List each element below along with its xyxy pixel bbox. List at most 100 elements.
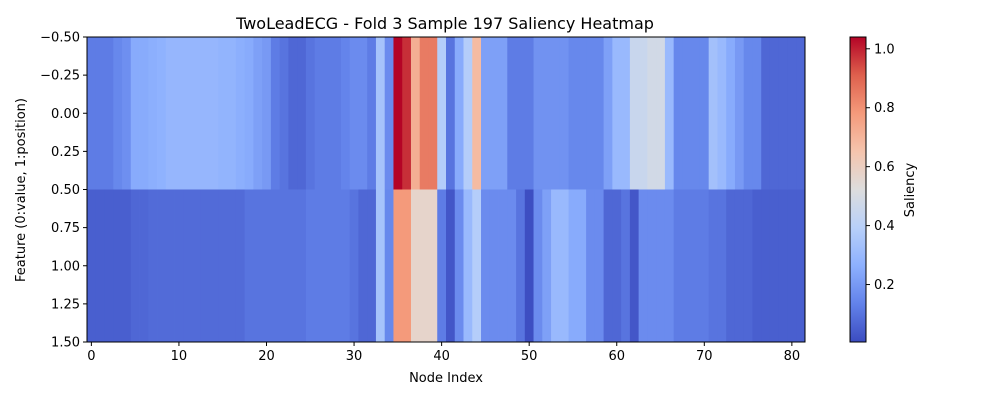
heatmap-cell — [288, 189, 298, 343]
colorbar-tick-label: 0.4 — [874, 219, 895, 234]
x-tick-label: 30 — [346, 349, 363, 364]
heatmap-cell — [139, 37, 149, 190]
heatmap-cell — [393, 37, 403, 190]
heatmap-cell — [323, 37, 333, 190]
y-tick-label: 1.00 — [51, 259, 80, 274]
heatmap-cell — [603, 37, 613, 190]
heatmap-cell — [174, 37, 184, 190]
heatmap-cell — [489, 37, 499, 190]
heatmap-cell — [551, 189, 561, 343]
heatmap-cell — [314, 189, 324, 343]
heatmap-cell — [656, 189, 666, 343]
heatmap-cell — [542, 37, 552, 190]
y-tick-label: −0.50 — [40, 31, 80, 46]
heatmap-cell — [568, 37, 578, 190]
x-tick-label: 70 — [696, 349, 713, 364]
heatmap-cell — [218, 189, 228, 343]
heatmap-cell — [122, 37, 132, 190]
heatmap-cell — [612, 189, 622, 343]
heatmap-cell — [752, 37, 762, 190]
x-tick-label: 40 — [433, 349, 450, 364]
heatmap-cell — [235, 37, 246, 190]
heatmap-cell — [340, 189, 351, 343]
heatmap-cell — [787, 189, 797, 343]
heatmap-cell — [148, 189, 158, 343]
colorbar-label: Saliency — [903, 162, 918, 217]
heatmap-cell — [332, 37, 342, 190]
heatmap-cell — [726, 189, 736, 343]
y-tick-label: −0.25 — [40, 69, 80, 84]
y-tick-label: 1.25 — [51, 297, 80, 312]
heatmap-cell — [428, 37, 438, 190]
y-tick-label: 0.75 — [51, 221, 80, 236]
heatmap-cell — [157, 189, 167, 343]
heatmap-cell — [165, 37, 175, 190]
heatmap-cell — [139, 189, 149, 343]
heatmap-cell — [244, 37, 254, 190]
heatmap-cell — [279, 189, 289, 343]
heatmap-cell — [148, 37, 158, 190]
heatmap-cell — [516, 189, 526, 343]
heatmap-cell — [481, 37, 491, 190]
heatmap-cell — [533, 189, 543, 343]
heatmap-cell — [682, 37, 692, 190]
heatmap-cells — [87, 37, 806, 343]
heatmap-cell — [402, 189, 412, 343]
heatmap-cell — [647, 37, 657, 190]
heatmap-cell — [586, 37, 596, 190]
heatmap-cell — [437, 189, 447, 343]
heatmap-cell — [708, 189, 718, 343]
y-axis-label: Feature (0:value, 1:position) — [14, 98, 29, 282]
heatmap-cell — [507, 37, 517, 190]
heatmap-cell — [516, 37, 526, 190]
heatmap-cell — [664, 189, 675, 343]
heatmap-cell — [708, 37, 718, 190]
heatmap-cell — [489, 189, 499, 343]
heatmap-cell — [446, 189, 456, 343]
heatmap-cell — [113, 37, 123, 190]
heatmap-cell — [551, 37, 561, 190]
heatmap-cell — [559, 37, 569, 190]
heatmap-cell — [227, 189, 237, 343]
colorbar-tick-label: 1.0 — [874, 42, 895, 57]
heatmap-cell — [638, 37, 648, 190]
heatmap-cell — [699, 37, 710, 190]
heatmap-cell — [349, 37, 359, 190]
colorbar-tick-label: 0.2 — [874, 278, 895, 293]
heatmap-cell — [367, 37, 377, 190]
heatmap-cell — [262, 189, 272, 343]
heatmap-cell — [218, 37, 228, 190]
heatmap-cell — [498, 189, 508, 343]
heatmap-cell — [200, 37, 210, 190]
heatmap-cell — [192, 37, 202, 190]
y-tick-label: 0.50 — [51, 183, 80, 198]
heatmap-cell — [419, 189, 429, 343]
heatmap-cell — [253, 189, 263, 343]
heatmap-cell — [270, 189, 281, 343]
y-tick-label: 0.00 — [51, 107, 80, 122]
heatmap-cell — [568, 189, 578, 343]
heatmap-cell — [437, 37, 447, 190]
colorbar-tick-label: 0.8 — [874, 101, 895, 116]
heatmap-cell — [244, 189, 254, 343]
heatmap-cell — [130, 189, 140, 343]
x-tick-label: 0 — [87, 349, 95, 364]
heatmap-cell — [200, 189, 210, 343]
heatmap-cell — [375, 189, 386, 343]
heatmap-cell — [761, 189, 771, 343]
heatmap-cell — [297, 37, 307, 190]
heatmap-cell — [612, 37, 622, 190]
heatmap-cell — [87, 37, 97, 190]
x-tick-label: 80 — [784, 349, 801, 364]
heatmap-cell — [375, 37, 386, 190]
heatmap-cell — [358, 37, 368, 190]
heatmap-cell — [769, 189, 780, 343]
heatmap-cell — [743, 189, 753, 343]
x-tick-label: 20 — [258, 349, 275, 364]
heatmap-cell — [314, 37, 324, 190]
heatmap-cell — [183, 37, 193, 190]
heatmap-cell — [586, 189, 596, 343]
heatmap-cell — [454, 189, 464, 343]
heatmap-cell — [262, 37, 272, 190]
heatmap-cell — [778, 37, 788, 190]
